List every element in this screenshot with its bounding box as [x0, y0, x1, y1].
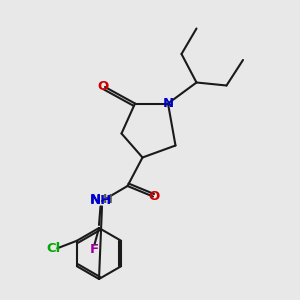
Text: NH: NH [89, 194, 112, 208]
Text: H: H [103, 193, 113, 206]
Text: Cl: Cl [47, 242, 61, 255]
Text: F: F [90, 243, 99, 256]
Text: O: O [149, 190, 160, 203]
Text: O: O [98, 80, 109, 94]
Text: N: N [162, 97, 174, 110]
Text: N: N [90, 193, 101, 206]
